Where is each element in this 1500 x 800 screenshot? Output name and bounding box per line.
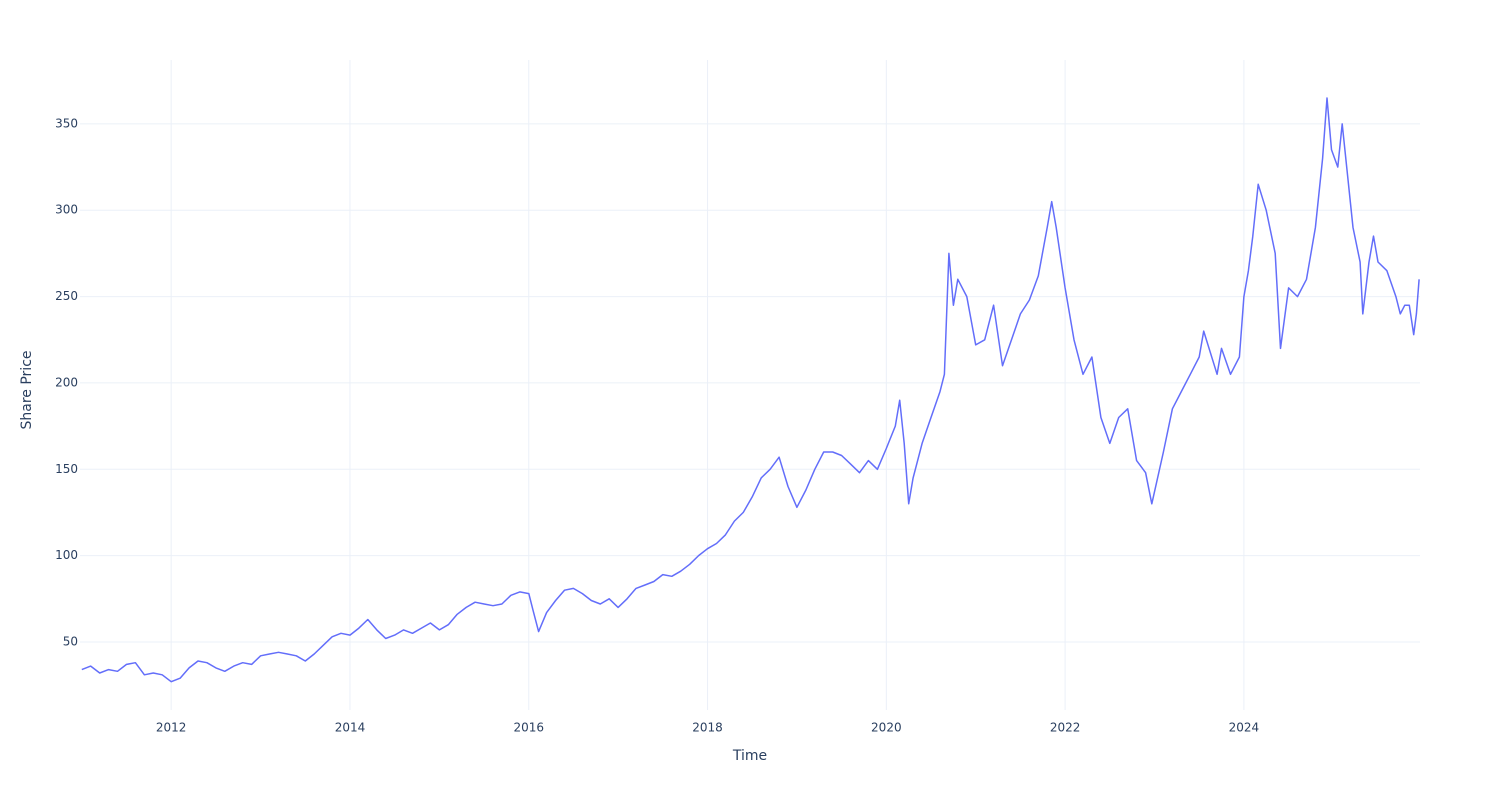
price-line [81,97,1420,683]
x-axis-title: Time [732,748,767,764]
x-tick-label: 2016 [513,721,544,735]
x-tick-label: 2022 [1050,721,1081,735]
x-tick-label: 2012 [156,721,187,735]
y-tick-label: 100 [55,548,78,562]
x-tick-label: 2018 [692,721,723,735]
y-tick-label: 200 [55,375,78,389]
y-tick-label: 300 [55,203,78,217]
y-tick-label: 50 [63,634,78,648]
y-tick-label: 250 [55,289,78,303]
x-tick-label: 2024 [1229,721,1260,735]
x-tick-label: 2014 [335,721,366,735]
y-tick-label: 150 [55,462,78,476]
y-axis-title: Share Price [19,350,35,429]
x-tick-label: 2020 [871,721,902,735]
y-tick-label: 350 [55,116,78,130]
